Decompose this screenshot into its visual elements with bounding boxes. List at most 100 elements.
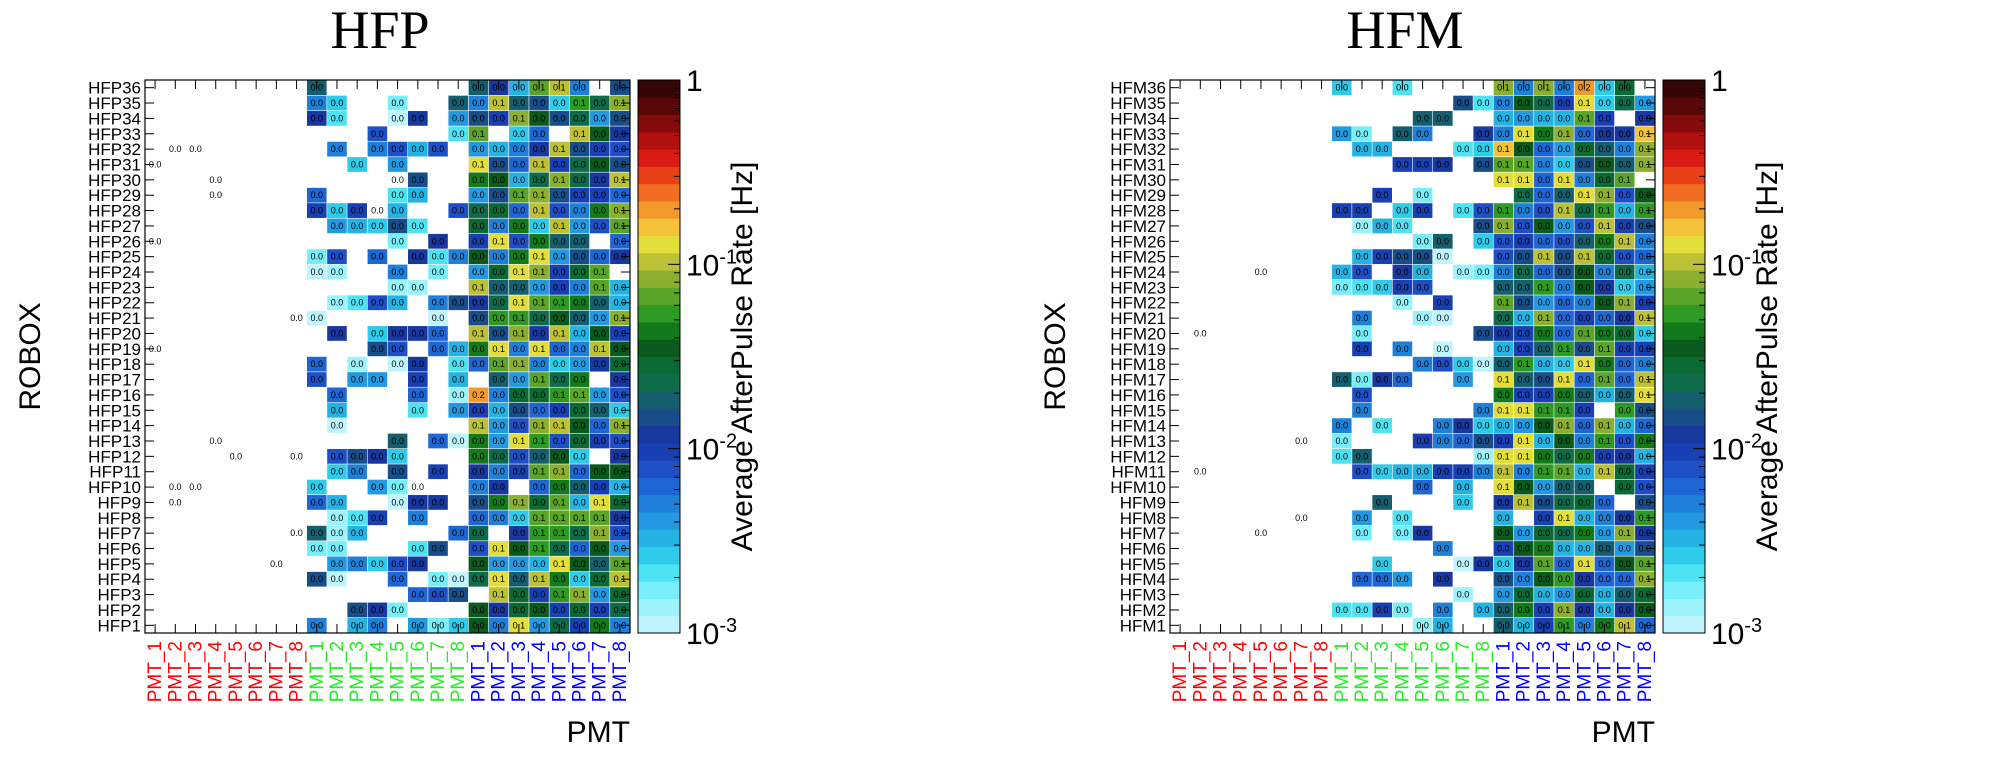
cell-value-label: 0.0 [311,359,324,369]
heatmap-cell [468,602,489,618]
cell-value-label: 0.1 [1639,313,1652,323]
cell-value-label: 0.0 [553,236,566,246]
cell-value-label: 0.0 [1457,590,1470,600]
cell-value-label: 0.2 [472,390,485,400]
heatmap-cell [1574,541,1595,556]
heatmap-cell [1372,372,1392,387]
heatmap-cell [448,126,469,142]
heatmap-cell [488,157,509,172]
heatmap-cell [1190,464,1211,480]
cell-value-label: 0.0 [371,221,384,231]
cell-value-label: 0.0 [492,436,505,446]
heatmap-cell [1554,602,1574,618]
cell-value-label: 0.1 [492,98,505,108]
cell-value-label: 0.0 [351,359,364,369]
cell-value-label: 0.0 [573,344,586,354]
heatmap-cell [1493,326,1514,341]
heatmap-cell [428,310,448,326]
cell-value-label: 0.0 [371,252,384,262]
heatmap-cell [1574,433,1595,449]
cell-value-label: 0.0 [1477,451,1490,461]
heatmap-cell [327,295,347,311]
cell-value-label: 0.0 [311,267,324,277]
cell-value-label: 0.1 [1517,436,1530,446]
heatmap-cell [610,356,630,372]
heatmap-cell [509,141,529,157]
heatmap-cell [1392,126,1413,142]
cell-value-label: 0.0 [1497,574,1510,584]
cell-value-label: 0.0 [351,528,364,538]
cell-value-label: 0.0 [391,236,404,246]
heatmap-cell [1554,233,1574,249]
heatmap-cell [1614,433,1635,449]
heatmap-cell [387,556,408,572]
heatmap-cell [327,495,347,510]
cell-value-label: 0.0 [1598,528,1611,538]
row-label: HFP31 [88,155,141,174]
cell-value-label: 0.0 [1538,436,1551,446]
cell-value-label: 0.1 [533,375,546,385]
heatmap-cell [509,433,529,449]
color-bar-frame [1662,79,1706,634]
heatmap-cell [1614,541,1635,556]
column-label: PMT_3 [509,641,530,702]
heatmap-cell [1635,571,1655,587]
cell-value-label: 0.0 [614,390,627,400]
heatmap-cell [408,556,428,572]
heatmap-cell [1534,495,1554,510]
heatmap-cell [1594,433,1615,449]
heatmap-cell [569,264,590,280]
heatmap-cell [529,233,549,249]
heatmap-cell [569,448,590,464]
cell-value-label: 0.0 [1558,559,1571,569]
heatmap-cell [610,341,630,357]
cell-value-label: 0.0 [1618,405,1631,415]
heatmap-cell [610,510,630,526]
heatmap-cell [509,464,529,480]
heatmap-cell [569,602,590,618]
cell-value-label: 0.0 [1639,252,1652,262]
cell-value-label: 0.0 [513,252,526,262]
heatmap-cell [347,556,367,572]
cell-value-label: 0.0 [1578,129,1591,139]
heatmap-cell [589,356,610,372]
cell-value-label: 0.1 [573,513,586,523]
cell-value-label: 0.0 [412,513,425,523]
cell-value-label: 0.0 [1639,98,1652,108]
column-label: PMT_5 [549,641,570,702]
cell-value-label: 0.0 [593,190,606,200]
row-label: HFM12 [1110,447,1166,466]
cell-value-label: 0.0 [472,467,485,477]
cell-value-label: 0.0 [1356,451,1369,461]
cell-value-label: 0.1 [553,497,566,507]
cell-value-label: 0.0 [1558,298,1571,308]
row-label: HFP8 [98,509,141,528]
heatmap-cell [1534,541,1554,556]
heatmap-cell [185,479,206,495]
heatmap-cell [448,249,469,265]
heatmap-cell [367,141,388,157]
cell-value-label: 0.0 [1618,513,1631,523]
cell-value-label: 0.0 [371,144,384,154]
heatmap-cell [468,448,489,464]
heatmap-cell [1574,464,1595,480]
cell-value-label: 0.0 [472,313,485,323]
cell-value-label: 0.1 [1639,559,1652,569]
heatmap-cell [1453,141,1473,157]
cell-value-label: 0.0 [1517,113,1530,123]
heatmap-cell [1534,602,1554,618]
heatmap-cell [1635,218,1655,234]
cell-value-label: 0.0 [593,559,606,569]
heatmap-cell [1614,187,1635,203]
heatmap-cell [1513,295,1534,311]
cell-value-label: 0.0 [391,605,404,615]
cell-value-label: 0.0 [1517,574,1530,584]
heatmap-cell [1574,479,1595,495]
cell-value-label: 0.0 [1558,528,1571,538]
color-bar-segment [638,546,680,565]
heatmap-cell [327,418,347,434]
cell-value-label: 0.1 [533,544,546,554]
heatmap-cell [1554,203,1574,218]
cell-value-label: 0.1 [1578,98,1591,108]
heatmap-cell [1635,387,1655,403]
